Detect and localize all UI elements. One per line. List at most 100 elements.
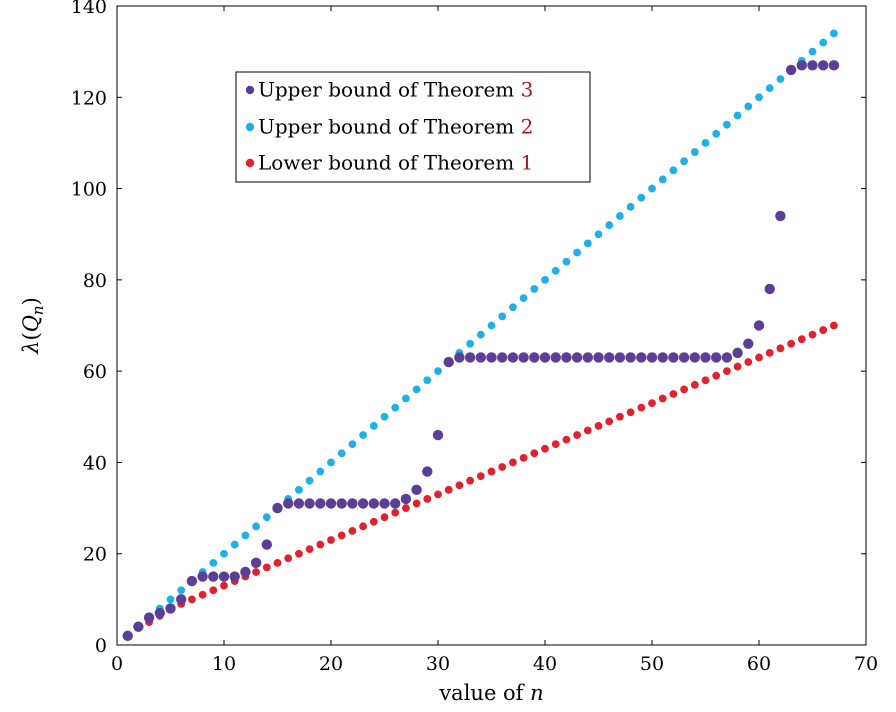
data-point <box>336 498 347 509</box>
data-point <box>530 449 539 458</box>
data-point <box>796 60 807 71</box>
data-point <box>305 476 314 485</box>
data-point <box>400 493 412 505</box>
data-point <box>776 75 785 83</box>
data-point <box>658 394 667 403</box>
data-point <box>605 417 614 426</box>
legend-theorem-ref[interactable]: 3 <box>521 78 534 102</box>
data-point <box>454 352 465 363</box>
data-point <box>368 498 379 509</box>
data-point <box>700 352 711 363</box>
data-point <box>412 499 421 508</box>
data-point <box>616 212 624 220</box>
data-point <box>466 476 474 485</box>
data-point <box>241 531 250 540</box>
data-point <box>347 498 358 509</box>
data-point <box>316 540 325 549</box>
data-point <box>476 472 485 481</box>
data-point <box>391 508 400 517</box>
data-point <box>444 485 453 494</box>
data-point <box>669 166 678 175</box>
data-point <box>348 526 357 535</box>
data-point <box>712 371 721 380</box>
x-tick-label: 20 <box>319 653 343 675</box>
data-point <box>625 352 636 363</box>
data-point <box>593 352 604 363</box>
data-point <box>830 321 838 330</box>
legend-theorem-ref[interactable]: 2 <box>521 115 534 139</box>
x-axis-title-variable: n <box>530 681 544 705</box>
data-point <box>507 352 519 363</box>
data-point <box>571 352 583 363</box>
data-point <box>744 102 753 111</box>
data-point <box>732 347 743 359</box>
data-point <box>359 431 367 439</box>
data-point <box>218 571 230 582</box>
data-point <box>154 607 165 619</box>
data-point <box>432 429 444 441</box>
data-point <box>753 320 765 331</box>
data-point <box>220 549 228 558</box>
data-point <box>295 485 303 494</box>
data-point <box>293 498 305 509</box>
data-point <box>305 545 314 554</box>
legend-marker <box>245 122 255 132</box>
data-point <box>616 412 624 421</box>
data-point <box>272 502 283 514</box>
data-point <box>594 230 603 239</box>
y-axis-title: λ(Qn) <box>19 297 47 355</box>
legend-marker <box>245 85 255 95</box>
data-point <box>658 175 667 184</box>
data-point <box>785 64 797 76</box>
y-axis-title-lambda: λ <box>19 340 43 354</box>
legend-theorem-ref[interactable]: 1 <box>521 151 534 175</box>
data-point <box>723 120 731 129</box>
data-point <box>765 84 774 93</box>
data-point <box>209 586 218 595</box>
data-point <box>466 339 474 348</box>
data-point <box>337 449 346 458</box>
data-point <box>434 490 442 499</box>
data-point <box>166 595 175 604</box>
y-axis-title-q: Q <box>19 315 43 332</box>
data-point <box>583 239 592 248</box>
data-point <box>819 326 828 334</box>
x-tick-label: 10 <box>212 653 236 675</box>
data-point <box>209 558 218 567</box>
data-point <box>262 513 271 522</box>
data-point <box>122 630 133 642</box>
data-point <box>583 426 592 435</box>
data-point <box>379 498 390 509</box>
data-point <box>668 352 679 363</box>
data-point <box>357 498 369 509</box>
data-point <box>711 352 722 363</box>
data-point <box>637 403 646 412</box>
data-point <box>690 380 699 389</box>
legend-marker <box>245 158 255 168</box>
data-point <box>369 517 378 526</box>
data-point <box>573 248 581 257</box>
data-point <box>391 403 400 412</box>
data-point <box>412 385 421 394</box>
data-points-layer <box>122 29 840 642</box>
data-point <box>411 484 422 496</box>
data-point <box>498 463 507 471</box>
data-point <box>177 586 186 595</box>
data-point <box>402 504 410 512</box>
data-point <box>614 352 626 363</box>
data-point <box>423 376 432 385</box>
y-axis-title-open-paren: ( <box>19 332 43 340</box>
data-point <box>680 385 688 394</box>
y-tick-label: 20 <box>83 544 107 566</box>
data-point <box>807 60 818 71</box>
data-point <box>476 330 485 339</box>
data-point <box>220 581 228 590</box>
data-point <box>529 352 540 363</box>
data-point <box>390 498 401 509</box>
data-point <box>337 531 346 540</box>
y-tick-label: 0 <box>95 635 107 657</box>
series-3-points <box>123 321 838 640</box>
data-point <box>359 522 367 531</box>
